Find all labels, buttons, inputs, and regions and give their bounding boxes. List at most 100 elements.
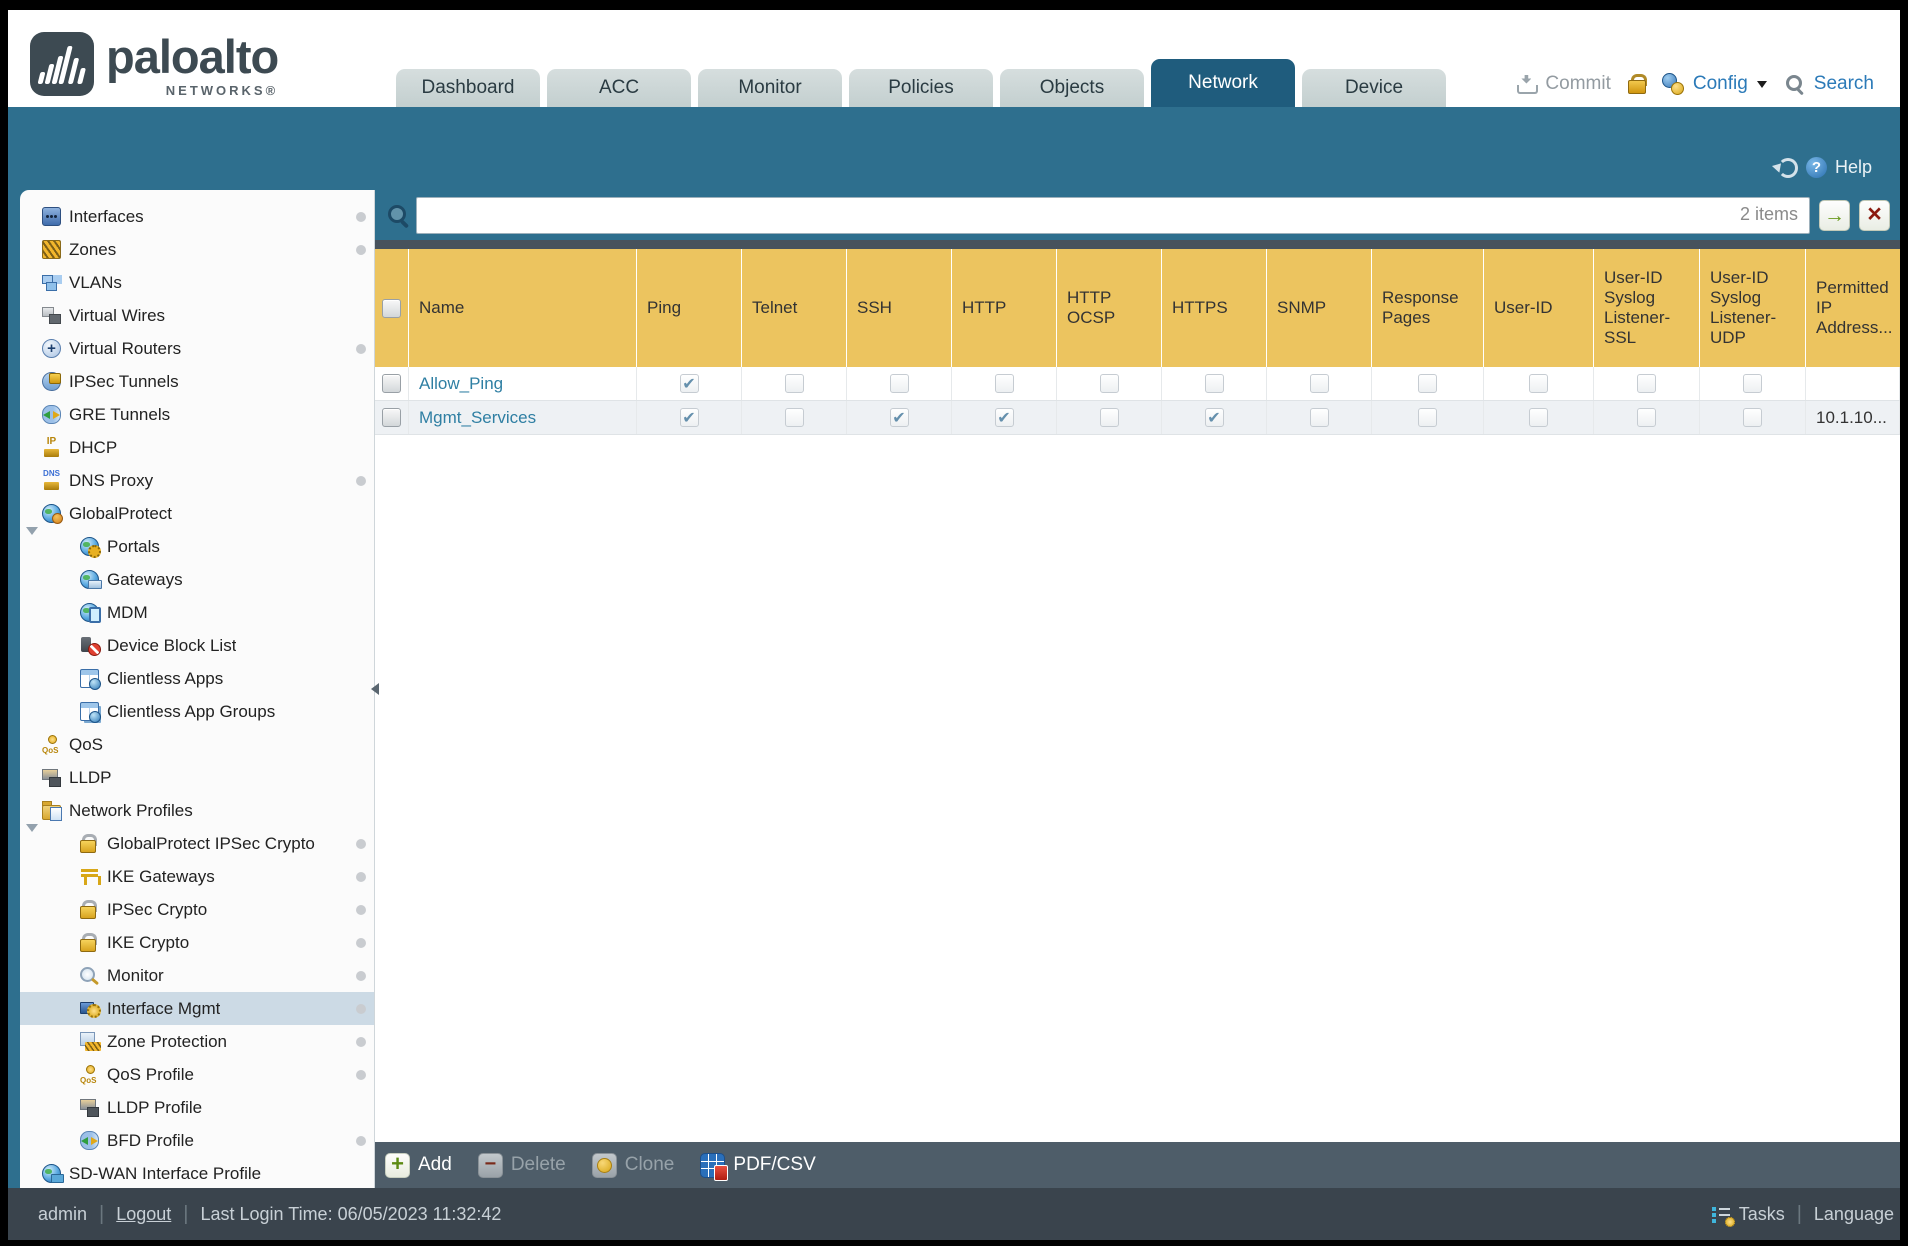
row-name-link[interactable]: Allow_Ping bbox=[419, 373, 504, 393]
sidebar-item-ike-crypto[interactable]: IKE Crypto bbox=[20, 926, 374, 959]
response-pages-checkbox[interactable] bbox=[1418, 374, 1437, 393]
column-header-ping[interactable]: Ping bbox=[637, 249, 742, 367]
telnet-checkbox[interactable] bbox=[784, 408, 804, 427]
collapse-sidebar-button[interactable] bbox=[363, 679, 379, 699]
tab-monitor[interactable]: Monitor bbox=[698, 69, 842, 107]
select-row-checkbox[interactable] bbox=[382, 408, 401, 427]
sidebar-item-globalprotect-ipsec-crypto[interactable]: GlobalProtect IPSec Crypto bbox=[20, 827, 374, 860]
sidebar-item-lldp-profile[interactable]: LLDP Profile bbox=[20, 1091, 374, 1124]
delete-button[interactable]: Delete bbox=[477, 1152, 566, 1178]
sidebar-item-ipsec-tunnels[interactable]: IPSec Tunnels bbox=[20, 365, 374, 398]
add-button[interactable]: Add bbox=[385, 1152, 452, 1178]
http-ocsp-checkbox[interactable] bbox=[1099, 408, 1119, 427]
permitted-ip-cell bbox=[1806, 367, 1900, 400]
sidebar-item-mdm[interactable]: MDM bbox=[20, 596, 374, 629]
ssh-checkbox[interactable]: ✔ bbox=[889, 408, 909, 427]
http-checkbox[interactable]: ✔ bbox=[994, 408, 1014, 427]
sidebar-item-dhcp[interactable]: DHCP bbox=[20, 431, 374, 464]
sidebar-item-bfd-profile[interactable]: BFD Profile bbox=[20, 1124, 374, 1157]
sidebar-item-interfaces[interactable]: Interfaces bbox=[20, 200, 374, 233]
sidebar-item-clientless-app-groups[interactable]: Clientless App Groups bbox=[20, 695, 374, 728]
column-header-http-ocsp[interactable]: HTTP OCSP bbox=[1057, 249, 1162, 367]
select-row-checkbox[interactable] bbox=[382, 374, 401, 393]
column-header-user-id[interactable]: User-ID bbox=[1484, 249, 1594, 367]
sidebar-item-gateways[interactable]: Gateways bbox=[20, 563, 374, 596]
sidebar-item-sd-wan-interface-profile[interactable]: SD-WAN Interface Profile bbox=[20, 1157, 374, 1188]
telnet-checkbox[interactable] bbox=[784, 374, 804, 393]
tab-device[interactable]: Device bbox=[1302, 69, 1446, 107]
sidebar-item-globalprotect[interactable]: GlobalProtect bbox=[20, 497, 374, 535]
permitted-ip-cell: 10.1.10... bbox=[1806, 401, 1900, 434]
http-checkbox[interactable] bbox=[994, 374, 1014, 393]
ssh-checkbox[interactable] bbox=[889, 374, 909, 393]
pdf-csv-button[interactable]: PDF/CSV bbox=[700, 1152, 816, 1181]
column-header-name[interactable]: Name bbox=[409, 249, 637, 367]
tab-dashboard[interactable]: Dashboard bbox=[396, 69, 540, 107]
config-button[interactable]: Config bbox=[1692, 73, 1748, 94]
sidebar-item-virtual-wires[interactable]: Virtual Wires bbox=[20, 299, 374, 332]
sidebar-item-ipsec-crypto[interactable]: IPSec Crypto bbox=[20, 893, 374, 926]
commit-button[interactable]: Commit bbox=[1545, 73, 1611, 94]
language-button[interactable]: Language bbox=[1813, 1203, 1894, 1224]
tab-network[interactable]: Network bbox=[1151, 59, 1295, 107]
user-id-syslog-listener-ssl-checkbox[interactable] bbox=[1637, 408, 1656, 427]
search-button[interactable]: Search bbox=[1813, 73, 1874, 94]
sidebar-item-vlans[interactable]: VLANs bbox=[20, 266, 374, 299]
sidebar-item-interface-mgmt[interactable]: Interface Mgmt bbox=[20, 992, 374, 1025]
snmp-cell bbox=[1267, 367, 1372, 400]
sidebar-item-device-block-list[interactable]: Device Block List bbox=[20, 629, 374, 662]
help-label[interactable]: Help bbox=[1834, 157, 1872, 177]
https-checkbox[interactable]: ✔ bbox=[1204, 408, 1224, 427]
sidebar-item-network-profiles[interactable]: Network Profiles bbox=[20, 794, 374, 832]
column-header-http[interactable]: HTTP bbox=[952, 249, 1057, 367]
column-header-permitted-ip-address[interactable]: Permitted IP Address... bbox=[1816, 278, 1893, 337]
column-header-ssh[interactable]: SSH bbox=[847, 249, 952, 367]
sidebar-item-monitor[interactable]: Monitor bbox=[20, 959, 374, 992]
sidebar-item-zone-protection[interactable]: Zone Protection bbox=[20, 1025, 374, 1058]
sidebar-item-zones[interactable]: Zones bbox=[20, 233, 374, 266]
column-header-response-pages[interactable]: Response Pages bbox=[1372, 249, 1484, 367]
chevron-down-icon[interactable] bbox=[1756, 81, 1767, 93]
column-header-user-id-syslog-listener-udp[interactable]: User-ID Syslog Listener-UDP bbox=[1700, 249, 1806, 367]
sidebar-item-dns-proxy[interactable]: DNS Proxy bbox=[20, 464, 374, 497]
apply-filter-button[interactable] bbox=[1819, 199, 1850, 231]
user-id-syslog-listener-udp-checkbox[interactable] bbox=[1743, 374, 1762, 393]
tab-policies[interactable]: Policies bbox=[849, 69, 993, 107]
column-header-user-id-syslog-listener-ssl[interactable]: User-ID Syslog Listener-SSL bbox=[1594, 249, 1700, 367]
logout-link[interactable]: Logout bbox=[116, 1203, 172, 1224]
filter-input[interactable] bbox=[416, 196, 1810, 234]
tab-acc[interactable]: ACC bbox=[547, 69, 691, 107]
clear-filter-button[interactable] bbox=[1859, 199, 1890, 231]
user-id-syslog-listener-ssl-checkbox[interactable] bbox=[1637, 374, 1656, 393]
sidebar-item-clientless-apps[interactable]: Clientless Apps bbox=[20, 662, 374, 695]
snmp-checkbox[interactable] bbox=[1309, 374, 1329, 393]
sidebar-item-lldp[interactable]: LLDP bbox=[20, 761, 374, 794]
column-header-https[interactable]: HTTPS bbox=[1162, 249, 1267, 367]
user-id-checkbox[interactable] bbox=[1529, 374, 1548, 393]
lock-icon[interactable] bbox=[1627, 74, 1647, 94]
row-name-link[interactable]: Mgmt_Services bbox=[419, 407, 537, 427]
help-icon[interactable] bbox=[1805, 157, 1827, 178]
sidebar-item-portals[interactable]: Portals bbox=[20, 530, 374, 563]
refresh-icon[interactable] bbox=[1777, 157, 1798, 178]
ping-checkbox[interactable]: ✔ bbox=[679, 408, 699, 427]
sidebar-item-qos-profile[interactable]: QoS Profile bbox=[20, 1058, 374, 1091]
column-header-telnet[interactable]: Telnet bbox=[742, 249, 847, 367]
ping-checkbox[interactable]: ✔ bbox=[679, 374, 699, 393]
table-row: Mgmt_Services ✔ ✔ ✔ ✔ 10.1.10... bbox=[375, 401, 1900, 435]
clone-button[interactable]: Clone bbox=[591, 1152, 674, 1178]
user-id-syslog-listener-udp-checkbox[interactable] bbox=[1743, 408, 1762, 427]
user-id-checkbox[interactable] bbox=[1529, 408, 1548, 427]
column-header-snmp[interactable]: SNMP bbox=[1267, 249, 1372, 367]
http-ocsp-checkbox[interactable] bbox=[1099, 374, 1119, 393]
https-checkbox[interactable] bbox=[1204, 374, 1224, 393]
tasks-button[interactable]: Tasks bbox=[1738, 1203, 1785, 1224]
snmp-checkbox[interactable] bbox=[1309, 408, 1329, 427]
tab-objects[interactable]: Objects bbox=[1000, 69, 1144, 107]
sidebar-item-virtual-routers[interactable]: Virtual Routers bbox=[20, 332, 374, 365]
sidebar-item-qos[interactable]: QoS bbox=[20, 728, 374, 761]
response-pages-checkbox[interactable] bbox=[1418, 408, 1437, 427]
sidebar-item-ike-gateways[interactable]: IKE Gateways bbox=[20, 860, 374, 893]
sidebar-item-gre-tunnels[interactable]: GRE Tunnels bbox=[20, 398, 374, 431]
select-all-checkbox[interactable] bbox=[382, 298, 401, 318]
